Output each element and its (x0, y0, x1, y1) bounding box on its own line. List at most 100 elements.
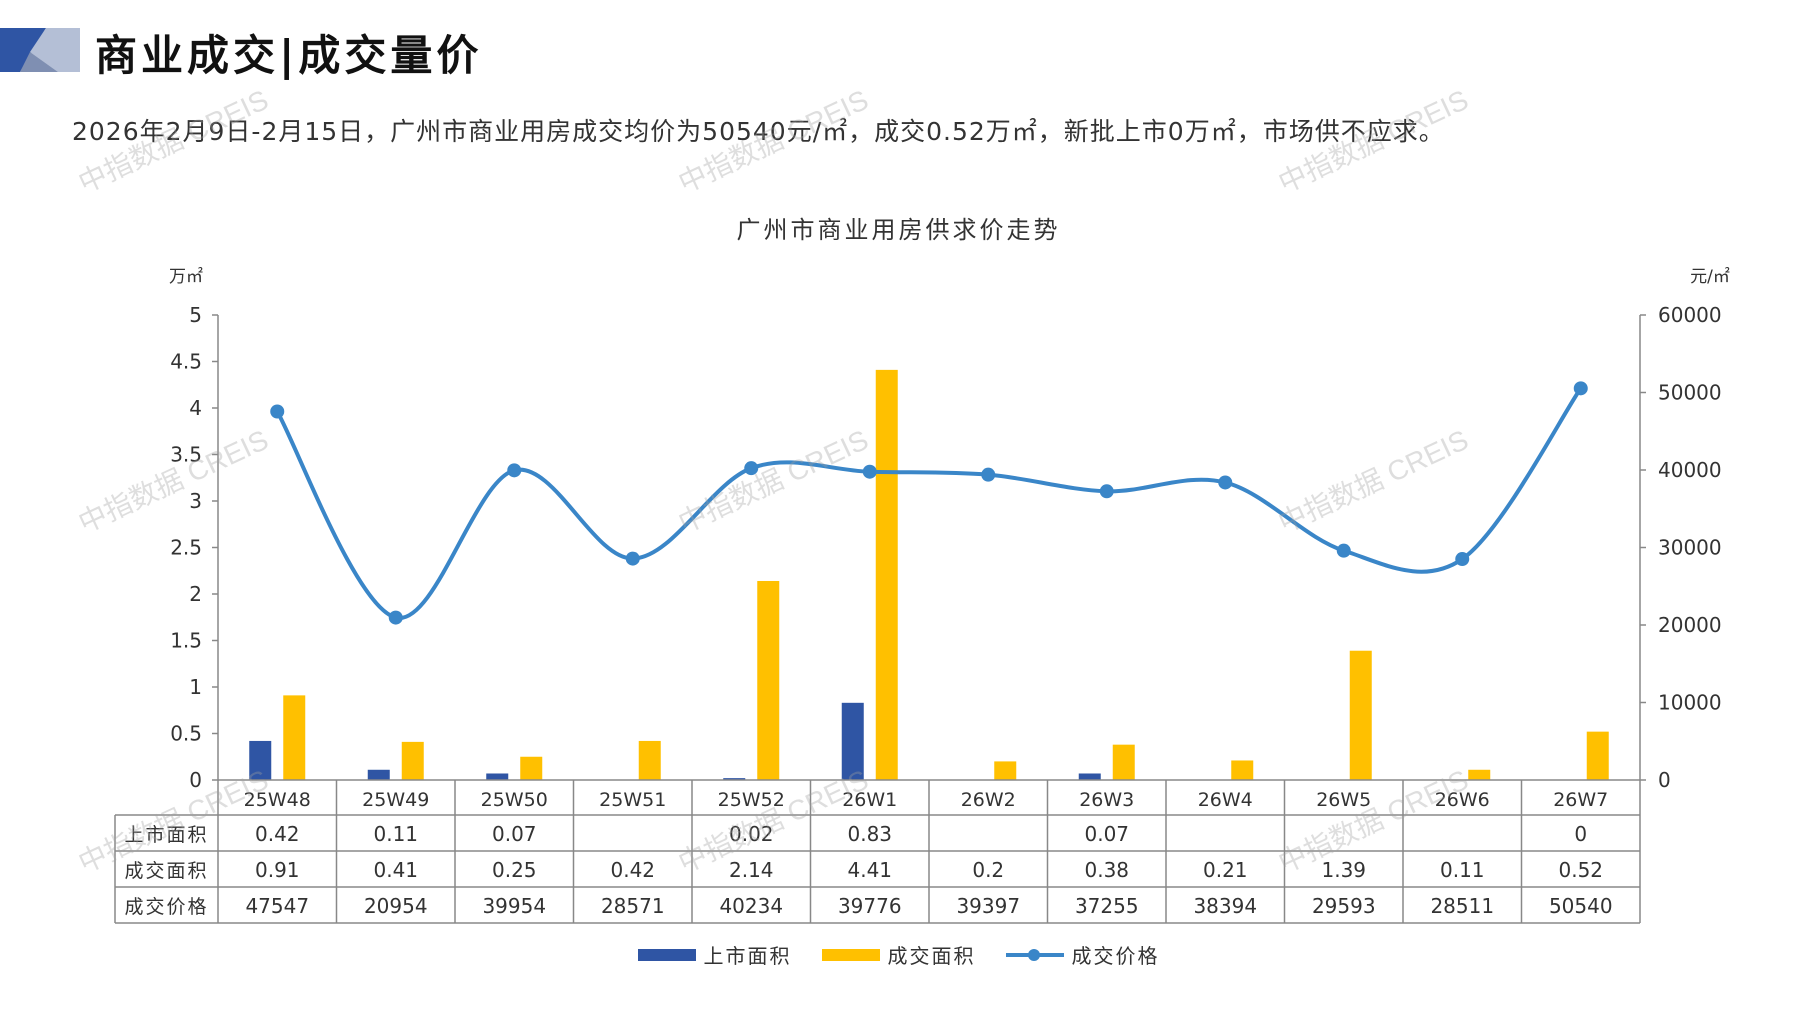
price-point (1099, 484, 1114, 499)
bar-deal-area (1468, 769, 1491, 780)
right-axis-unit: 元/㎡ (1690, 267, 1730, 287)
data-label: 0.2 (972, 858, 1004, 882)
right-tick-label: 30000 (1658, 536, 1722, 560)
bar-deal-area (283, 695, 306, 780)
data-label: 2.14 (729, 858, 774, 882)
left-tick-label: 1 (189, 675, 202, 699)
left-tick-label: 2.5 (170, 536, 202, 560)
right-tick-label: 60000 (1658, 303, 1722, 327)
price-point (744, 461, 759, 476)
category-label: 26W7 (1553, 789, 1608, 811)
category-label: 26W1 (842, 789, 897, 811)
data-label: 0.07 (1084, 822, 1129, 846)
price-point (625, 551, 640, 566)
data-label: 0.38 (1084, 858, 1129, 882)
bar-deal-area (1586, 731, 1609, 780)
bar-supply (723, 778, 746, 780)
bar-supply (249, 740, 272, 780)
bar-deal-area (994, 761, 1017, 780)
left-tick-label: 0 (189, 768, 202, 792)
category-label: 26W5 (1316, 789, 1371, 811)
legend-item-price: 成交价格 (1005, 940, 1160, 969)
bar-supply (367, 769, 390, 780)
table-row-header: 上市面积 (124, 824, 208, 846)
right-tick-label: 40000 (1658, 458, 1722, 482)
price-point (862, 464, 877, 479)
bar-supply (486, 773, 509, 780)
data-label: 29593 (1312, 894, 1376, 918)
data-label: 0.02 (729, 822, 774, 846)
data-label: 0.52 (1558, 858, 1603, 882)
category-label: 25W48 (244, 789, 311, 811)
data-label: 0.42 (610, 858, 655, 882)
category-label: 25W49 (362, 789, 429, 811)
legend-item-deal-area: 成交面积 (821, 940, 976, 969)
left-tick-label: 1.5 (170, 629, 202, 653)
bar-deal-area (638, 740, 661, 780)
bar-supply (841, 702, 864, 780)
price-point (981, 467, 996, 482)
data-label: 39954 (482, 894, 546, 918)
data-label: 0.11 (373, 822, 418, 846)
right-tick-label: 50000 (1658, 381, 1722, 405)
price-point (1455, 552, 1470, 567)
chart-title: 广州市商业用房供求价走势 (736, 216, 1061, 244)
price-point (1573, 381, 1588, 396)
price-line (275, 387, 1583, 620)
data-label: 40234 (719, 894, 783, 918)
right-tick-label: 20000 (1658, 613, 1722, 637)
bar-deal-area (1112, 744, 1135, 780)
data-label: 1.39 (1321, 858, 1366, 882)
left-tick-label: 0.5 (170, 722, 202, 746)
data-label: 20954 (364, 894, 428, 918)
bar-deal-area (1231, 760, 1254, 780)
section-title: 商业成交|成交量价 (95, 31, 483, 80)
data-label: 38394 (1193, 894, 1257, 918)
data-label: 39776 (838, 894, 902, 918)
category-label: 26W6 (1435, 789, 1490, 811)
data-label: 37255 (1075, 894, 1139, 918)
left-axis-unit: 万㎡ (169, 267, 203, 287)
table-row-header: 成交价格 (124, 896, 208, 918)
bar-deal-area (757, 580, 780, 780)
bar-deal-area (520, 756, 543, 780)
header-decoration (0, 28, 80, 72)
legend-label-supply: 上市面积 (703, 944, 792, 968)
legend-item-supply: 上市面积 (637, 940, 792, 969)
data-label: 39397 (956, 894, 1020, 918)
right-tick-label: 0 (1658, 768, 1671, 792)
left-tick-label: 2 (189, 582, 202, 606)
left-tick-label: 5 (189, 303, 202, 327)
category-label: 25W50 (481, 789, 548, 811)
price-point (1218, 475, 1233, 490)
bar-supply (1078, 773, 1101, 780)
data-label: 0 (1574, 822, 1587, 846)
data-label: 28571 (601, 894, 665, 918)
data-label: 0.42 (255, 822, 300, 846)
legend-swatch-deal-area (821, 948, 880, 961)
price-point (388, 610, 403, 625)
data-label: 0.25 (492, 858, 537, 882)
left-tick-label: 3.5 (170, 443, 202, 467)
data-label: 0.83 (847, 822, 892, 846)
category-label: 26W4 (1198, 789, 1253, 811)
data-label: 28511 (1430, 894, 1494, 918)
table-row-header: 成交面积 (124, 860, 208, 882)
data-label: 0.41 (373, 858, 418, 882)
legend-swatch-supply (637, 948, 696, 961)
left-tick-label: 4 (189, 396, 202, 420)
data-label: 50540 (1549, 894, 1613, 918)
price-point (1336, 543, 1351, 558)
data-label: 0.11 (1440, 858, 1485, 882)
price-point (270, 404, 285, 419)
bar-deal-area (401, 741, 424, 780)
category-label: 25W52 (718, 789, 785, 811)
left-tick-label: 3 (189, 489, 202, 513)
left-tick-label: 4.5 (170, 350, 202, 374)
data-label: 47547 (245, 894, 309, 918)
category-label: 26W2 (961, 789, 1016, 811)
legend-swatch-price (1005, 948, 1064, 961)
summary-text: 2026年2月9日-2月15日，广州市商业用房成交均价为50540元/㎡，成交0… (72, 117, 1445, 146)
category-label: 25W51 (599, 789, 666, 811)
